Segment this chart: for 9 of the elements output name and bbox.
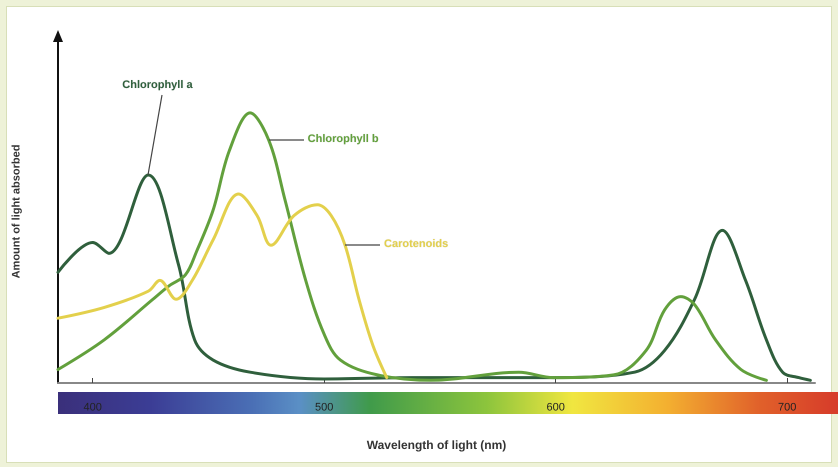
x-tick-label: 600	[546, 402, 565, 414]
text: Chlorophyll b	[308, 132, 379, 145]
text: Chlorophyll a	[122, 79, 193, 92]
x-tick-label: 500	[315, 402, 334, 414]
x-axis-title: Wavelength of light (nm)	[366, 438, 506, 452]
x-tick-label: 700	[778, 402, 796, 414]
y-axis-title: Amount of light absorbed	[10, 144, 22, 278]
x-tick-label: 400	[84, 402, 102, 414]
text: Carotenoids	[384, 238, 448, 250]
